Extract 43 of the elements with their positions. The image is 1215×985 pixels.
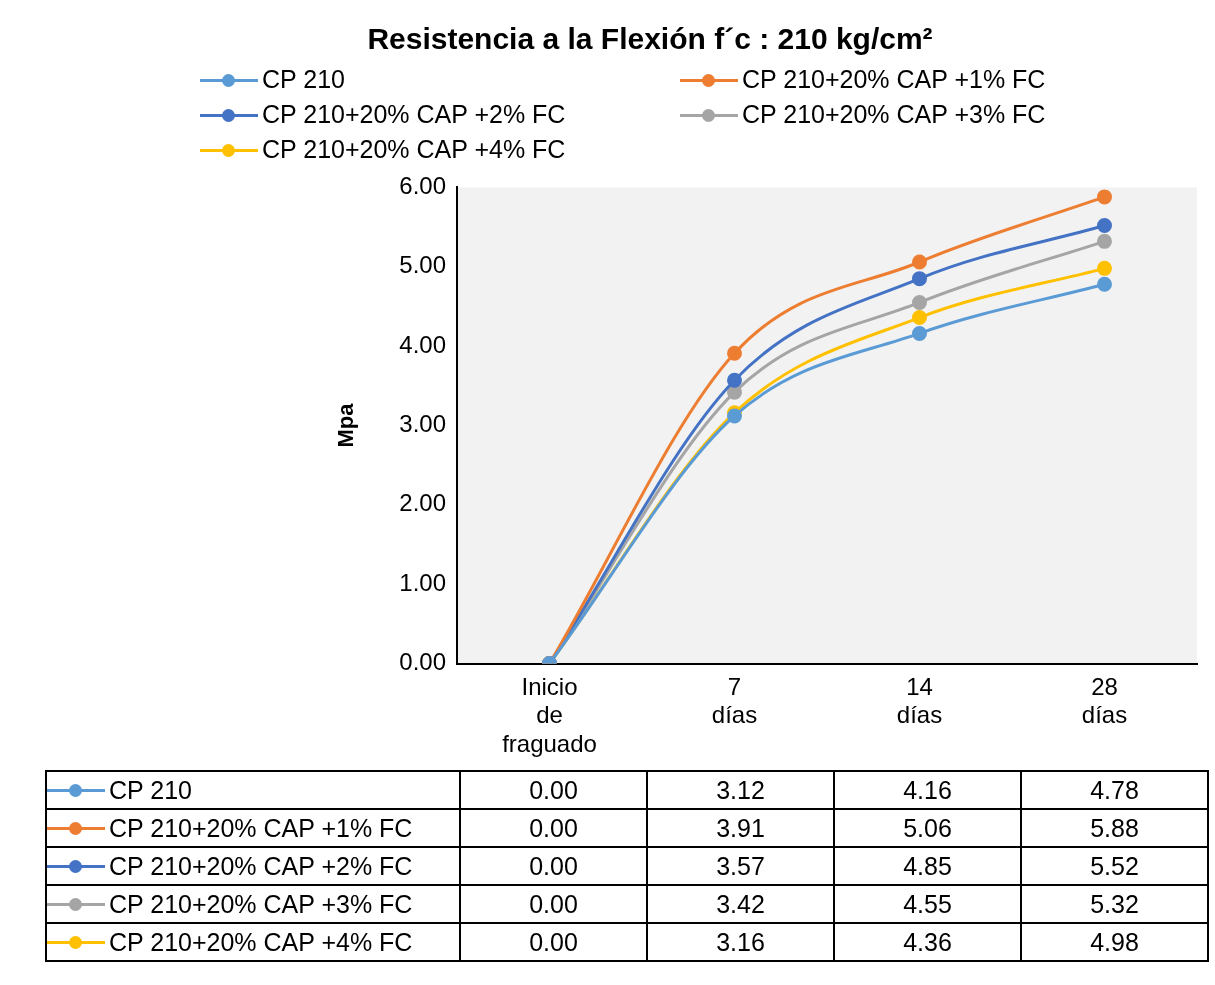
chart-title: Resistencia a la Flexión f´c : 210 kg/cm² [366, 22, 934, 56]
x-tick-label: Inicio de fraguado [502, 672, 597, 758]
y-tick-label: 1.00 [399, 568, 446, 596]
data-label: 5.06 [834, 809, 1021, 847]
text: CP 210+20% CAP +2% FC [109, 851, 413, 880]
y-tick-label: 6.00 [399, 172, 446, 200]
legend-label: CP 210+20% CAP +1% FC [742, 65, 1046, 94]
data-label: 0.00 [460, 885, 647, 923]
text: CP 210+20% CAP +3% FC [109, 889, 413, 918]
data-label: 0.00 [460, 847, 647, 885]
data-label: 3.16 [647, 923, 834, 961]
data-label: 4.98 [1021, 923, 1208, 961]
data-label: 3.57 [647, 847, 834, 885]
x-tick-label: 14 días [896, 672, 943, 729]
data-label: 3.42 [647, 885, 834, 923]
data-label: 5.88 [1021, 809, 1208, 847]
y-axis-title: Mpa [333, 402, 359, 448]
x-tick-label: 7 días [711, 672, 758, 729]
y-tick-label: 3.00 [399, 410, 446, 438]
data-label: 4.36 [834, 923, 1021, 961]
data-label: 4.85 [834, 847, 1021, 885]
y-tick-label: 2.00 [399, 489, 446, 517]
data-label: 3.12 [647, 771, 834, 809]
data-label: 4.78 [1021, 771, 1208, 809]
text: CP 210 [109, 775, 192, 804]
x-tick-label: 28 días [1081, 672, 1128, 729]
y-tick-label: 4.00 [399, 330, 446, 358]
y-tick-label: 0.00 [399, 648, 446, 676]
data-label: 5.52 [1021, 847, 1208, 885]
data-label: 4.55 [834, 885, 1021, 923]
legend-label: CP 210+20% CAP +4% FC [262, 135, 566, 164]
data-label: 0.00 [460, 923, 647, 961]
data-label: 4.16 [834, 771, 1021, 809]
text: CP 210+20% CAP +4% FC [109, 927, 413, 956]
legend-label: CP 210 [262, 65, 345, 94]
legend-label: CP 210+20% CAP +3% FC [742, 100, 1046, 129]
legend-label: CP 210+20% CAP +2% FC [262, 100, 566, 129]
data-label: 5.32 [1021, 885, 1208, 923]
data-label: 0.00 [460, 771, 647, 809]
data-label: 0.00 [460, 809, 647, 847]
data-label: 3.91 [647, 809, 834, 847]
y-tick-label: 5.00 [399, 251, 446, 279]
text: CP 210+20% CAP +1% FC [109, 813, 413, 842]
